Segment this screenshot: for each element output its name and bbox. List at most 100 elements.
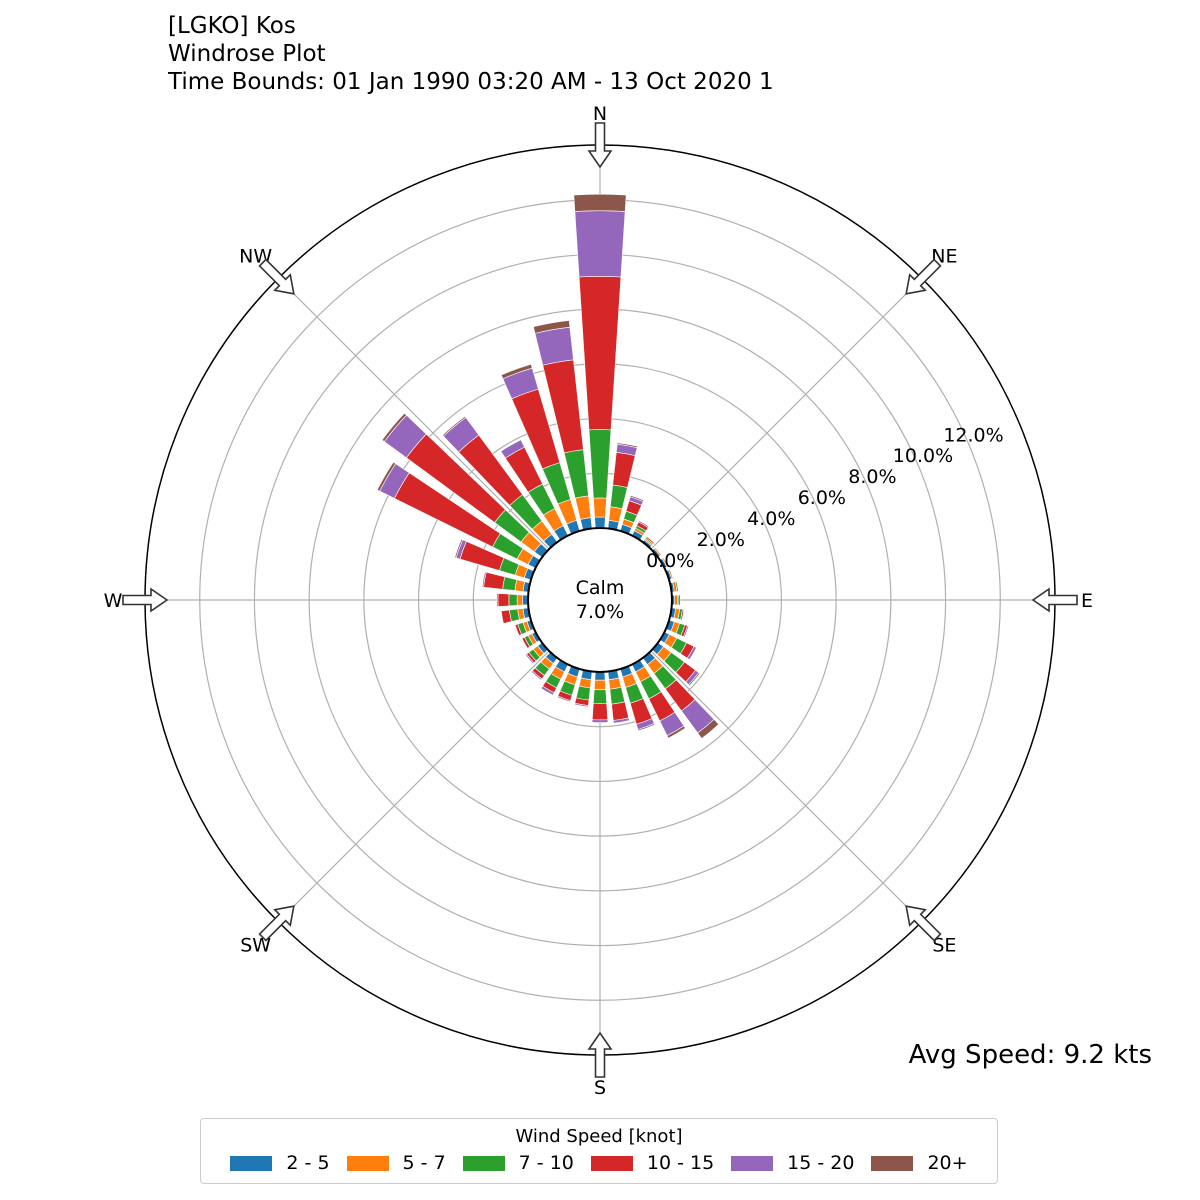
windrose-bar-segment xyxy=(611,701,630,721)
legend-label: 5 - 7 xyxy=(402,1152,446,1174)
windrose-bar-segment xyxy=(574,495,592,520)
windrose-bar-segment xyxy=(609,484,628,510)
direction-label: SE xyxy=(932,934,956,956)
windrose-bar-segment xyxy=(697,718,720,739)
legend-swatch xyxy=(871,1155,914,1171)
direction-arrow-shape xyxy=(122,587,169,613)
windrose-bar-segment xyxy=(500,439,525,459)
radial-tick-label: 12.0% xyxy=(943,424,1003,446)
radial-tick-labels: 0.0%2.0%4.0%6.0%8.0%10.0%12.0% xyxy=(646,424,1004,572)
legend-label: 10 - 15 xyxy=(646,1152,715,1174)
radial-tick-label: 6.0% xyxy=(798,487,846,509)
legend-swatch xyxy=(346,1155,389,1171)
windrose-bar-segment xyxy=(629,495,645,502)
legend-label: 20+ xyxy=(927,1152,968,1174)
windrose-bar-segment xyxy=(578,276,622,431)
legend-label: 15 - 20 xyxy=(787,1152,855,1174)
radial-tick-label: 8.0% xyxy=(848,466,896,488)
windrose-bar-segment xyxy=(683,625,690,638)
legend-swatch xyxy=(590,1155,633,1171)
calm-center: Calm 7.0% xyxy=(527,527,673,673)
windrose-bar-segment xyxy=(588,429,612,499)
direction-arrow xyxy=(587,122,613,169)
windrose-bar-segment xyxy=(574,702,589,708)
windrose-bar-segment xyxy=(661,557,669,568)
windrose-bar-segment xyxy=(500,609,512,624)
legend-item: 10 - 15 xyxy=(590,1152,715,1174)
windrose-bar-segment xyxy=(534,326,574,366)
windrose-bar-segment xyxy=(497,593,510,607)
legend-item: 2 - 5 xyxy=(230,1152,330,1174)
windrose-bar-segment xyxy=(674,580,679,592)
direction-arrow xyxy=(1031,587,1078,613)
direction-arrow-shape xyxy=(258,905,295,942)
windrose-bar-segment xyxy=(502,576,518,591)
direction-label: SW xyxy=(240,934,271,956)
windrose-bar-segment xyxy=(680,608,685,621)
windrose-bar-segment xyxy=(540,685,555,696)
windrose-bar-segment xyxy=(496,593,499,607)
windrose-bar-segment xyxy=(575,685,591,701)
direction-arrow xyxy=(258,905,295,942)
direction-arrow-shape xyxy=(1031,587,1078,613)
direction-arrow xyxy=(905,905,942,942)
legend-label: 7 - 10 xyxy=(518,1152,574,1174)
legend: Wind Speed [knot] 2 - 5 5 - 7 7 - 10 10 … xyxy=(200,1118,998,1184)
radial-tick-label: 0.0% xyxy=(646,550,694,572)
direction-arrows xyxy=(122,122,1078,1078)
windrose-bar-segment xyxy=(645,536,655,545)
windrose-bar-segment xyxy=(616,442,638,449)
grid-spoke xyxy=(277,650,550,923)
windrose-bar-segment xyxy=(678,594,681,606)
direction-label: E xyxy=(1081,590,1093,612)
windrose-bar-segment xyxy=(508,593,518,607)
direction-arrow-shape xyxy=(905,905,942,942)
legend-item: 7 - 10 xyxy=(462,1152,574,1174)
windrose-bars xyxy=(376,193,720,739)
windrose-bar-segment xyxy=(609,686,626,705)
windrose-bar-segment xyxy=(556,695,571,703)
windrose-bar-segment xyxy=(637,723,656,732)
legend-label: 2 - 5 xyxy=(286,1152,330,1174)
chart-title-block: [LGKO] Kos Windrose Plot Time Bounds: 01… xyxy=(168,12,816,96)
legend-swatch xyxy=(731,1155,774,1171)
windrose-bar-segment xyxy=(525,653,535,665)
station-title: [LGKO] Kos xyxy=(168,13,296,39)
windrose-bar-segment xyxy=(573,193,627,212)
calm-circle xyxy=(527,527,673,673)
windrose-bar-segment xyxy=(381,412,407,442)
windrose-bar-segment xyxy=(481,571,487,588)
windrose-bar-segment xyxy=(516,594,524,606)
windrose-bar-segment xyxy=(594,671,606,681)
calm-value: 7.0% xyxy=(576,601,624,623)
legend-item: 20+ xyxy=(871,1152,968,1174)
direction-label: W xyxy=(104,590,123,612)
grid-spoke xyxy=(650,277,923,550)
grid-spoke xyxy=(277,277,550,550)
direction-arrow xyxy=(122,587,169,613)
avg-speed-label: Avg Speed: 9.2 kts xyxy=(908,1040,1152,1070)
direction-arrow xyxy=(905,258,942,295)
windrose-bar-segment xyxy=(653,546,662,557)
plot-type-title: Windrose Plot xyxy=(168,41,326,67)
windrose-bar-segment xyxy=(593,497,607,518)
windrose-bar-segment xyxy=(591,702,609,721)
calm-label: Calm xyxy=(576,577,625,599)
windrose-bar-segment xyxy=(442,415,467,437)
legend-items: 2 - 5 5 - 7 7 - 10 10 - 15 15 - 20 20+ xyxy=(201,1152,997,1174)
windrose-bar-segment xyxy=(593,679,607,691)
legend-item: 15 - 20 xyxy=(731,1152,854,1174)
radial-tick-label: 10.0% xyxy=(893,445,953,467)
direction-arrow xyxy=(587,1031,613,1078)
time-bounds-title: Time Bounds: 01 Jan 1990 03:20 AM - 13 O… xyxy=(168,69,774,95)
radial-tick-label: 4.0% xyxy=(747,508,795,530)
direction-arrow xyxy=(258,258,295,295)
windrose-bar-segment xyxy=(594,516,606,529)
legend-title: Wind Speed [knot] xyxy=(515,1126,683,1147)
legend-swatch xyxy=(462,1155,505,1171)
direction-arrow-shape xyxy=(258,258,295,295)
radial-tick-label: 2.0% xyxy=(697,529,745,551)
windrose-bar-segment xyxy=(376,461,396,492)
legend-swatch xyxy=(230,1155,273,1171)
